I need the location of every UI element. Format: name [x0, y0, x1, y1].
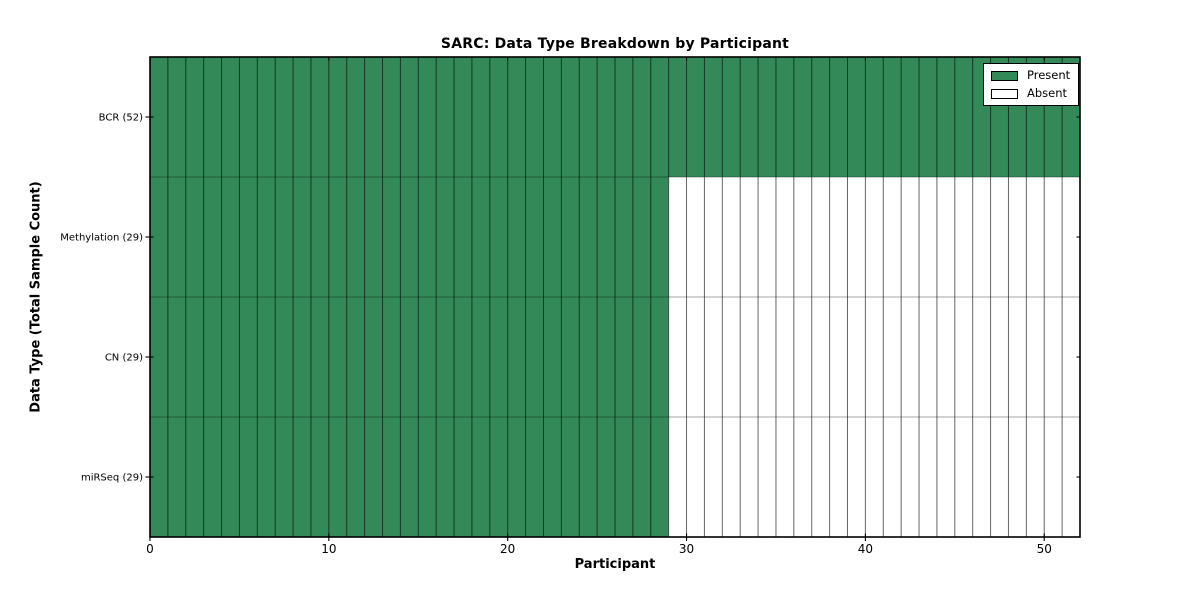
x-tick-label: 40: [858, 542, 873, 556]
legend: Present Absent: [983, 63, 1080, 106]
y-tick-label: BCR (52): [99, 113, 143, 124]
grid-cells-present: [150, 297, 669, 417]
y-tick-label: miRSeq (29): [81, 473, 143, 484]
y-tick-label: Methylation (29): [60, 233, 143, 244]
x-tick-label: 10: [321, 542, 336, 556]
legend-entry-absent: Absent: [991, 87, 1070, 100]
grid-cells-present: [150, 177, 669, 297]
x-tick-label: 30: [679, 542, 694, 556]
y-tick-label: CN (29): [105, 353, 143, 364]
legend-swatch-absent-icon: [991, 88, 1018, 99]
grid-cells-present: [150, 417, 669, 537]
x-axis-label: Participant: [574, 557, 656, 572]
x-tick-label: 0: [146, 542, 154, 556]
chart-title: SARC: Data Type Breakdown by Participant: [440, 36, 790, 52]
legend-label-present: Present: [1027, 67, 1071, 82]
y-axis-label: Data Type (Total Sample Count): [28, 181, 44, 413]
x-tick-label: 50: [1037, 542, 1052, 556]
legend-label-absent: Absent: [1027, 85, 1068, 100]
legend-entry-present: Present: [991, 69, 1070, 82]
plot-frame: [149, 56, 1081, 538]
x-tick-label: 20: [500, 542, 515, 556]
grid-cells-absent: [668, 297, 1080, 417]
grid-cells-absent: [668, 177, 1080, 297]
legend-swatch-present-icon: [991, 70, 1018, 81]
grid-cells-absent: [668, 417, 1080, 537]
